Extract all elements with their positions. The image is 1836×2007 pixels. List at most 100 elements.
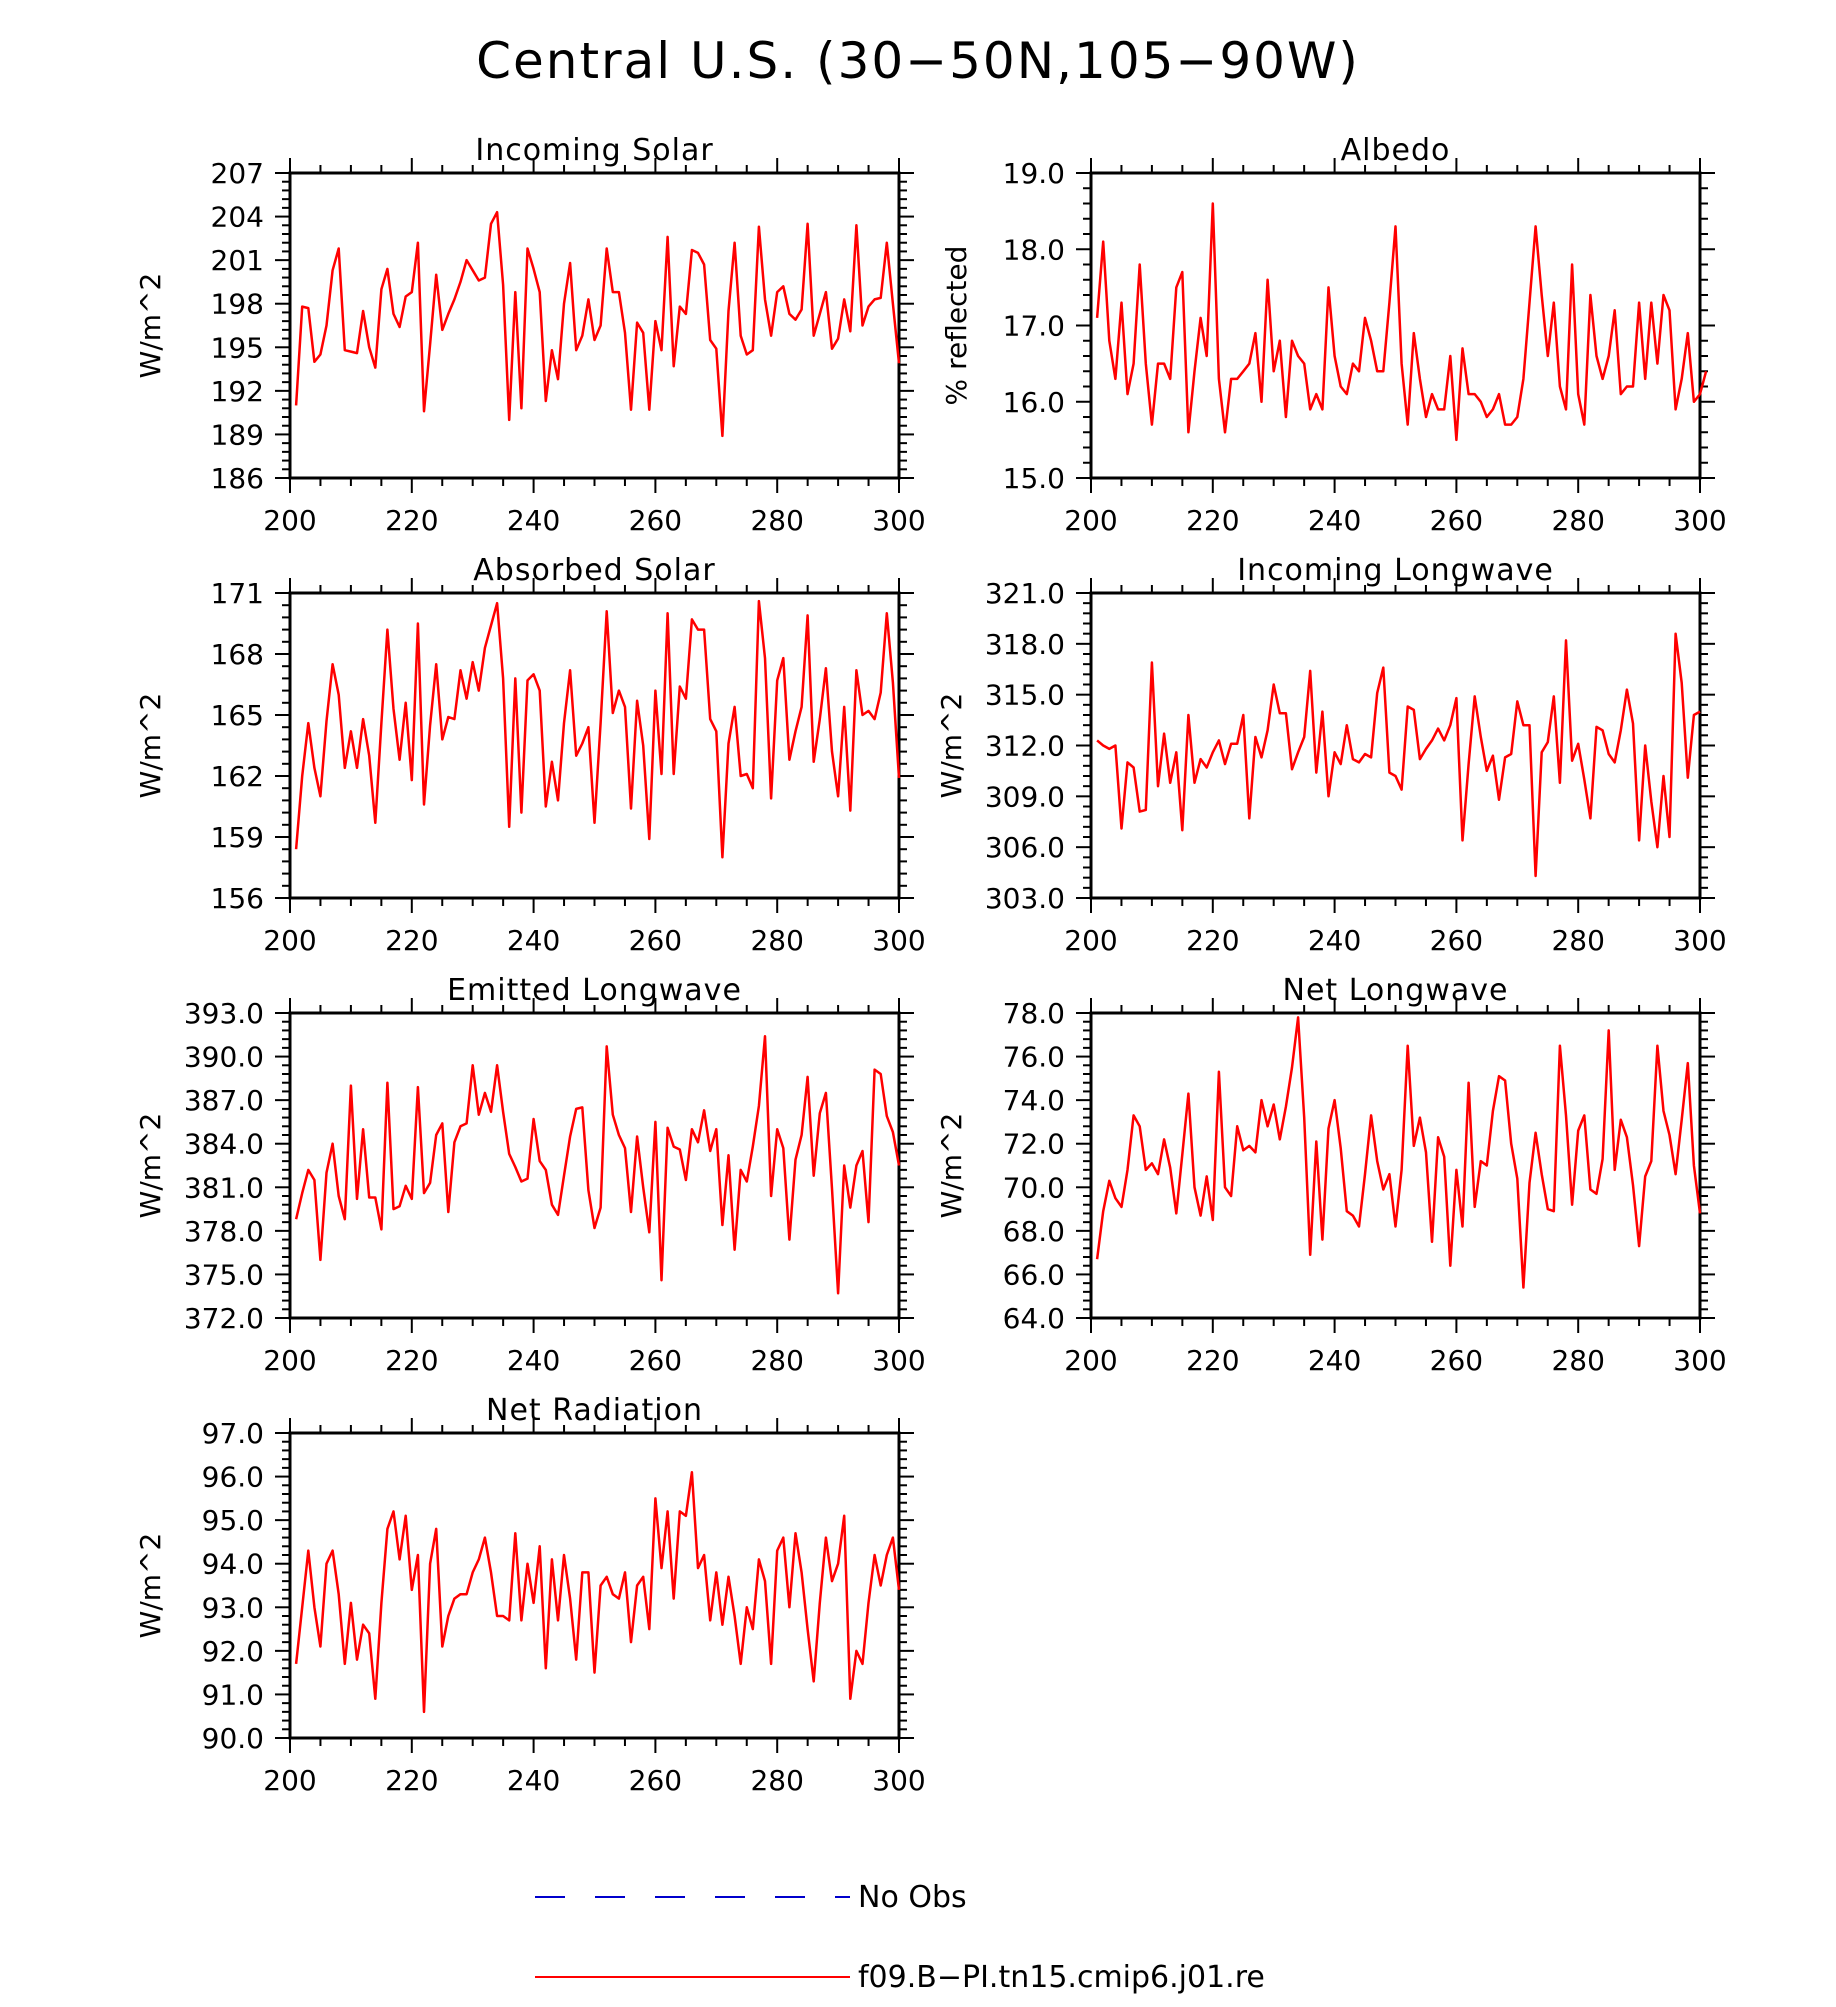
y-tick-label: 156: [211, 882, 264, 915]
x-tick-label: 300: [872, 1344, 925, 1377]
y-tick-label: 312.0: [985, 730, 1065, 763]
series-line: [1095, 1016, 1702, 1289]
x-tick-label: 280: [1551, 504, 1604, 537]
y-tick-label: 381.0: [184, 1171, 264, 1204]
y-tick-label: 66.0: [1003, 1258, 1065, 1291]
x-tick-label: 200: [263, 1344, 316, 1377]
series-line: [1096, 632, 1701, 878]
y-tick-label: 204: [211, 201, 264, 234]
y-tick-label: 318.0: [985, 628, 1065, 661]
y-tick-label: 92.0: [202, 1635, 264, 1668]
plot-frame: [1089, 171, 1702, 480]
x-tick-label: 300: [872, 504, 925, 537]
panel-title: Incoming Solar: [475, 133, 713, 168]
y-tick-label: 378.0: [184, 1215, 264, 1248]
y-tick-label: 74.0: [1003, 1084, 1065, 1117]
panel-emitted-longwave: Emitted Longwave 200 220 240 260 280 300 372.0 3…: [134, 973, 926, 1377]
x-tick-label: 220: [385, 1764, 438, 1797]
x-tick-label: 260: [629, 1764, 682, 1797]
y-tick-label: 159: [211, 821, 264, 854]
y-tick-label: 18.0: [1003, 233, 1065, 266]
y-tick-label: 306.0: [985, 831, 1065, 864]
x-tick-label: 240: [507, 504, 560, 537]
y-tick-label: 68.0: [1003, 1215, 1065, 1248]
panel-title: Emitted Longwave: [447, 973, 742, 1008]
x-tick-label: 280: [750, 1764, 803, 1797]
y-axis-label: % reflected: [940, 246, 973, 406]
y-tick-label: 189: [211, 418, 264, 451]
y-tick-label: 168: [211, 638, 264, 671]
y-tick-label: 95.0: [202, 1504, 264, 1537]
x-tick-label: 260: [1430, 504, 1483, 537]
x-tick-label: 220: [1186, 924, 1239, 957]
y-tick-label: 162: [211, 760, 264, 793]
figure-title: Central U.S. (30−50N,105−90W): [476, 32, 1360, 90]
series-line: [294, 599, 901, 859]
x-tick-label: 200: [1064, 504, 1117, 537]
y-tick-label: 372.0: [184, 1302, 264, 1335]
panel-title: Incoming Longwave: [1237, 553, 1554, 588]
y-tick-label: 198: [211, 288, 264, 321]
x-tick-label: 280: [750, 504, 803, 537]
x-tick-label: 200: [263, 504, 316, 537]
y-axis-label: W/m^2: [935, 1113, 968, 1219]
x-tick-label: 200: [1064, 1344, 1117, 1377]
panel-absorbed-solar: Absorbed Solar 200 220 240 260 280 300 156 159 16…: [134, 553, 926, 957]
plot-frame: [288, 1011, 901, 1320]
y-axis-label: W/m^2: [134, 1533, 167, 1639]
y-tick-label: 91.0: [202, 1678, 264, 1711]
panel-incoming-solar: Incoming Solar 200 220 240 260 280 300 186 189 19…: [134, 133, 926, 537]
series-line: [1095, 202, 1708, 442]
panel-incoming-longwave: Incoming Longwave 200 220 240 260 280 300 303.0…: [935, 553, 1727, 957]
y-tick-label: 186: [211, 462, 264, 495]
x-tick-label: 220: [1186, 1344, 1239, 1377]
x-tick-label: 200: [1064, 924, 1117, 957]
x-tick-label: 240: [507, 1764, 560, 1797]
x-tick-label: 220: [1186, 504, 1239, 537]
x-tick-label: 280: [750, 1344, 803, 1377]
panel-title: Absorbed Solar: [473, 553, 715, 588]
y-tick-label: 97.0: [202, 1417, 264, 1450]
panel-title: Albedo: [1341, 133, 1451, 168]
y-tick-label: 207: [211, 157, 264, 190]
x-tick-label: 280: [1551, 924, 1604, 957]
y-tick-label: 70.0: [1003, 1171, 1065, 1204]
y-tick-label: 96.0: [202, 1461, 264, 1494]
x-tick-label: 240: [1308, 1344, 1361, 1377]
y-tick-label: 64.0: [1003, 1302, 1065, 1335]
x-tick-label: 240: [507, 924, 560, 957]
y-axis-label: W/m^2: [134, 693, 167, 799]
y-tick-label: 15.0: [1003, 462, 1065, 495]
y-tick-label: 93.0: [202, 1591, 264, 1624]
y-tick-label: 165: [211, 699, 264, 732]
y-tick-label: 72.0: [1003, 1128, 1065, 1161]
y-tick-label: 78.0: [1003, 997, 1065, 1030]
y-tick-label: 76.0: [1003, 1041, 1065, 1074]
x-tick-label: 200: [263, 924, 316, 957]
x-tick-label: 300: [1673, 504, 1726, 537]
panel-title: Net Longwave: [1283, 973, 1509, 1008]
y-tick-label: 303.0: [985, 882, 1065, 915]
plot-frame: [288, 1431, 901, 1740]
y-axis-label: W/m^2: [134, 1113, 167, 1219]
x-tick-label: 260: [1430, 1344, 1483, 1377]
panel-title: Net Radiation: [486, 1393, 703, 1428]
y-tick-label: 393.0: [184, 997, 264, 1030]
x-tick-label: 240: [1308, 924, 1361, 957]
plot-frame: [288, 171, 901, 480]
x-tick-label: 240: [1308, 504, 1361, 537]
panel-net-longwave: Net Longwave 200 220 240 260 280 300 64.0 66.0 68…: [935, 973, 1727, 1377]
series-line: [294, 1034, 901, 1295]
plot-frame: [1089, 591, 1702, 900]
y-tick-label: 321.0: [985, 577, 1065, 610]
y-tick-label: 192: [211, 375, 264, 408]
y-tick-label: 19.0: [1003, 157, 1065, 190]
x-tick-label: 200: [263, 1764, 316, 1797]
panel-albedo: Albedo 200 220 240 260 280 300 15.0 16.0 17.0 18.0…: [940, 133, 1727, 537]
x-tick-label: 300: [1673, 1344, 1726, 1377]
y-tick-label: 171: [211, 577, 264, 610]
panel-net-radiation: Net Radiation 200 220 240 260 280 300 90.0 91.0 9…: [134, 1393, 926, 1797]
series-line: [294, 210, 901, 438]
x-tick-label: 300: [872, 924, 925, 957]
